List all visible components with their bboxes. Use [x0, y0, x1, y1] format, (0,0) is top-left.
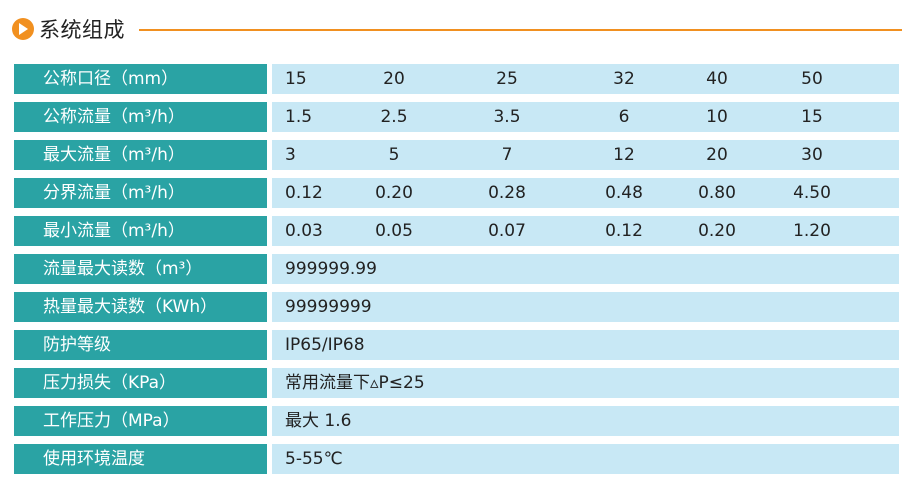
- cell-value: 5-55℃: [285, 449, 343, 469]
- cell-value: 40: [706, 69, 728, 89]
- cell-value: 0.28: [488, 183, 526, 203]
- row-values: 1.5 2.5 3.5 6 10 15: [272, 102, 899, 132]
- row-label: 防护等级: [14, 330, 267, 360]
- cell-value: 0.12: [285, 183, 323, 203]
- section-title: 系统组成: [39, 18, 125, 42]
- row-values: 999999.99: [272, 254, 899, 284]
- row-values: 5-55℃: [272, 444, 899, 474]
- cell-value: 6: [618, 107, 630, 127]
- cell-value: 4.50: [793, 183, 831, 203]
- table-row: 使用环境温度 5-55℃: [14, 444, 899, 474]
- row-label: 公称口径（mm）: [14, 64, 267, 94]
- table-row: 防护等级 IP65/IP68: [14, 330, 899, 360]
- cell-value: 25: [496, 69, 518, 89]
- cell-value: 15: [285, 69, 307, 89]
- table-row: 压力损失（KPa） 常用流量下▵P≤25: [14, 368, 899, 398]
- cell-value: 20: [706, 145, 728, 165]
- cell-value: 最大 1.6: [285, 411, 352, 431]
- play-circle-icon: [12, 18, 34, 40]
- cell-value: 常用流量下▵P≤25: [285, 373, 425, 393]
- table-row: 分界流量（m³/h） 0.12 0.20 0.28 0.48 0.80 4.50: [14, 178, 899, 208]
- row-label: 流量最大读数（m³）: [14, 254, 267, 284]
- cell-value: 0.20: [698, 221, 736, 241]
- cell-value: 7: [501, 145, 513, 165]
- row-values: IP65/IP68: [272, 330, 899, 360]
- row-label: 压力损失（KPa）: [14, 368, 267, 398]
- row-label: 分界流量（m³/h）: [14, 178, 267, 208]
- cell-value: 30: [801, 145, 823, 165]
- cell-value: 3: [285, 145, 296, 165]
- cell-value: 0.05: [375, 221, 413, 241]
- row-label: 热量最大读数（KWh）: [14, 292, 267, 322]
- cell-value: 10: [706, 107, 728, 127]
- table-row: 流量最大读数（m³） 999999.99: [14, 254, 899, 284]
- cell-value: 1.5: [285, 107, 313, 127]
- table-row: 工作压力（MPa） 最大 1.6: [14, 406, 899, 436]
- row-label: 公称流量（m³/h）: [14, 102, 267, 132]
- row-label: 使用环境温度: [14, 444, 267, 474]
- cell-value: 15: [801, 107, 823, 127]
- header-divider: [139, 29, 902, 31]
- cell-value: 50: [801, 69, 823, 89]
- row-values: 最大 1.6: [272, 406, 899, 436]
- cell-value: 0.80: [698, 183, 736, 203]
- section-header: 系统组成: [12, 14, 902, 44]
- cell-value: 0.12: [605, 221, 643, 241]
- row-values: 0.03 0.05 0.07 0.12 0.20 1.20: [272, 216, 899, 246]
- row-values: 0.12 0.20 0.28 0.48 0.80 4.50: [272, 178, 899, 208]
- cell-value: 1.20: [793, 221, 831, 241]
- cell-value: 2.5: [380, 107, 408, 127]
- table-row: 公称流量（m³/h） 1.5 2.5 3.5 6 10 15: [14, 102, 899, 132]
- table-row: 公称口径（mm） 15 20 25 32 40 50: [14, 64, 899, 94]
- cell-value: 12: [613, 145, 635, 165]
- cell-value: 0.07: [488, 221, 526, 241]
- cell-value: 3.5: [493, 107, 521, 127]
- row-values: 15 20 25 32 40 50: [272, 64, 899, 94]
- row-label: 工作压力（MPa）: [14, 406, 267, 436]
- cell-value: 999999.99: [285, 259, 377, 279]
- cell-value: 99999999: [285, 297, 372, 317]
- table-row: 最大流量（m³/h） 3 5 7 12 20 30: [14, 140, 899, 170]
- cell-value: 32: [613, 69, 635, 89]
- cell-value: 20: [383, 69, 405, 89]
- spec-table: 公称口径（mm） 15 20 25 32 40 50 公称流量（m³/h） 1.…: [14, 64, 899, 482]
- row-values: 99999999: [272, 292, 899, 322]
- cell-value: 0.48: [605, 183, 643, 203]
- cell-value: 5: [388, 145, 400, 165]
- table-row: 最小流量（m³/h） 0.03 0.05 0.07 0.12 0.20 1.20: [14, 216, 899, 246]
- cell-value: IP65/IP68: [285, 335, 365, 355]
- cell-value: 0.20: [375, 183, 413, 203]
- row-values: 3 5 7 12 20 30: [272, 140, 899, 170]
- row-label: 最小流量（m³/h）: [14, 216, 267, 246]
- row-label: 最大流量（m³/h）: [14, 140, 267, 170]
- table-row: 热量最大读数（KWh） 99999999: [14, 292, 899, 322]
- row-values: 常用流量下▵P≤25: [272, 368, 899, 398]
- cell-value: 0.03: [285, 221, 323, 241]
